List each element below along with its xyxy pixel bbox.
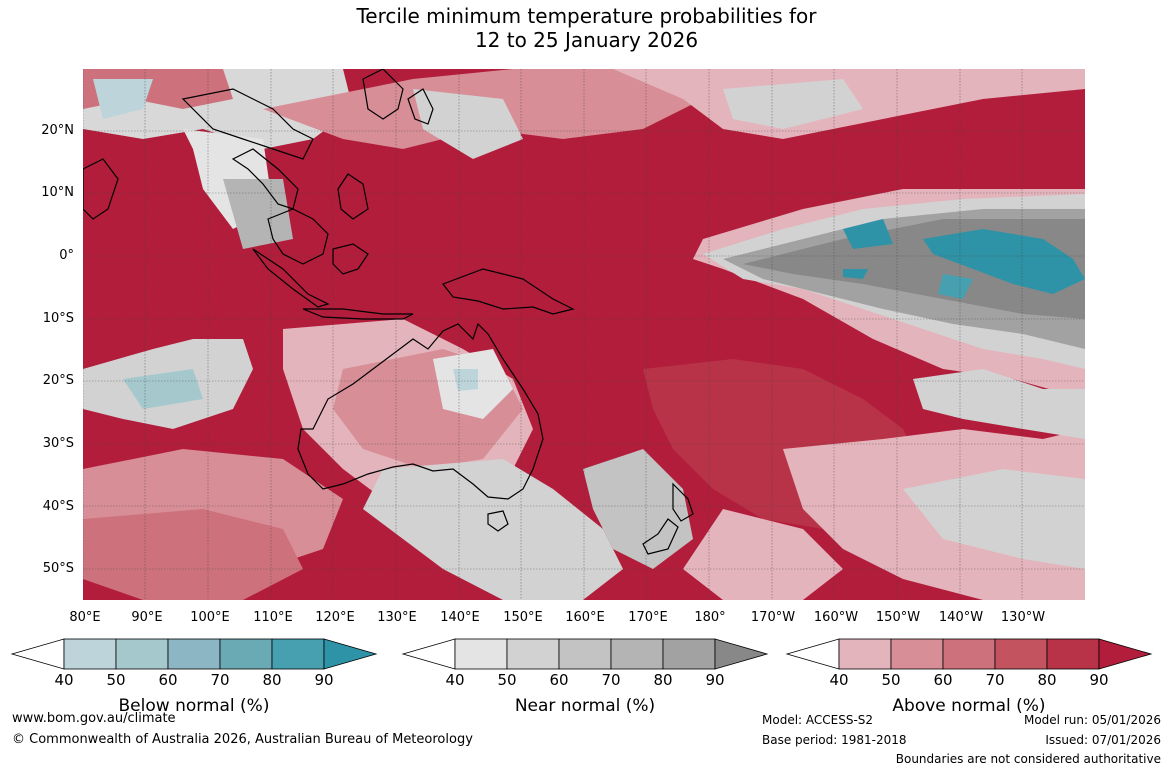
near-tick-40: 40 xyxy=(445,671,465,689)
below-normal-title: Below normal (%) xyxy=(118,696,270,716)
lon-label-160e: 160°E xyxy=(565,610,605,625)
colorbar-near-normal xyxy=(401,638,769,670)
colorbar-above-normal xyxy=(785,638,1153,670)
above-tick-70: 70 xyxy=(985,671,1005,689)
lon-label-160w: 160°W xyxy=(813,610,859,625)
lon-label-170e: 170°E xyxy=(628,610,668,625)
below-tick-90: 90 xyxy=(314,671,334,689)
below-tick-70: 70 xyxy=(210,671,230,689)
map-title: Tercile minimum temperature probabilitie… xyxy=(0,4,1173,52)
map-svg xyxy=(83,69,1085,600)
above-normal-title: Above normal (%) xyxy=(892,696,1046,716)
lat-label-0: 0° xyxy=(59,248,74,263)
lat-label-20n: 20°N xyxy=(41,123,74,138)
lon-label-150e: 150°E xyxy=(503,610,543,625)
near-tick-80: 80 xyxy=(653,671,673,689)
lat-label-40s: 40°S xyxy=(42,499,74,514)
boundary-disclaimer: Boundaries are not considered authoritat… xyxy=(895,752,1161,766)
above-tick-90: 90 xyxy=(1089,671,1109,689)
near-tick-60: 60 xyxy=(549,671,569,689)
lon-label-100e: 100°E xyxy=(190,610,230,625)
below-tick-60: 60 xyxy=(158,671,178,689)
lat-label-20s: 20°S xyxy=(42,373,74,388)
issued-date: Issued: 07/01/2026 xyxy=(1045,733,1161,747)
lon-label-120e: 120°E xyxy=(315,610,355,625)
lon-label-110e: 110°E xyxy=(253,610,293,625)
lon-label-90e: 90°E xyxy=(131,610,163,625)
lon-label-140e: 140°E xyxy=(440,610,480,625)
bom-url: www.bom.gov.au/climate xyxy=(12,711,176,726)
coastlines xyxy=(83,69,694,555)
above-tick-60: 60 xyxy=(933,671,953,689)
lat-label-30s: 30°S xyxy=(42,436,74,451)
base-period: Base period: 1981-2018 xyxy=(762,733,907,747)
above-tick-40: 40 xyxy=(829,671,849,689)
probability-map xyxy=(83,69,1085,600)
near-tick-70: 70 xyxy=(601,671,621,689)
colorbar-below-normal xyxy=(10,638,378,670)
below-tick-80: 80 xyxy=(262,671,282,689)
above-tick-80: 80 xyxy=(1037,671,1057,689)
lon-label-130e: 130°E xyxy=(377,610,417,625)
model-run-date: Model run: 05/01/2026 xyxy=(1023,713,1161,727)
title-line-2: 12 to 25 January 2026 xyxy=(474,28,699,52)
near-tick-50: 50 xyxy=(497,671,517,689)
near-normal-title: Near normal (%) xyxy=(514,696,656,716)
lat-label-10n: 10°N xyxy=(41,185,74,200)
copyright-notice: © Commonwealth of Australia 2026, Austra… xyxy=(12,732,473,747)
above-tick-50: 50 xyxy=(881,671,901,689)
title-line-1: Tercile minimum temperature probabilitie… xyxy=(356,4,817,28)
lon-label-140w: 140°W xyxy=(938,610,984,625)
below-tick-50: 50 xyxy=(106,671,126,689)
model-name: Model: ACCESS-S2 xyxy=(762,713,874,727)
lon-label-130w: 130°W xyxy=(1000,610,1046,625)
probability-shading xyxy=(83,69,1085,600)
lat-label-50s: 50°S xyxy=(42,561,74,576)
lon-label-180: 180° xyxy=(694,610,726,625)
lon-label-170w: 170°W xyxy=(750,610,796,625)
lon-label-150w: 150°W xyxy=(875,610,921,625)
graticule xyxy=(83,69,1085,600)
lon-label-80e: 80°E xyxy=(69,610,101,625)
near-tick-90: 90 xyxy=(705,671,725,689)
below-tick-40: 40 xyxy=(54,671,74,689)
lat-label-10s: 10°S xyxy=(42,311,74,326)
